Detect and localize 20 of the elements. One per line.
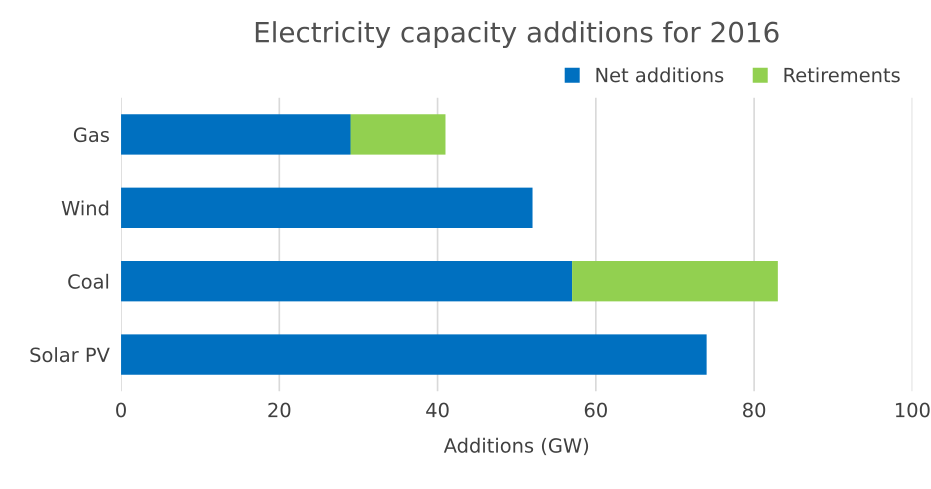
y-tick-label: Solar PV xyxy=(30,347,110,362)
bar xyxy=(572,261,778,302)
bar xyxy=(121,188,533,228)
bar xyxy=(121,114,351,155)
legend-label: Retirements xyxy=(784,67,900,82)
y-tick-label: Gas xyxy=(74,127,109,142)
x-tick-label: 80 xyxy=(743,402,766,418)
x-tick-label: 100 xyxy=(896,402,930,418)
chart-title: Electricity capacity additions for 2016 xyxy=(256,21,779,48)
y-tick-label: Coal xyxy=(68,274,108,289)
y-tick-label: Wind xyxy=(62,200,108,216)
bar xyxy=(121,261,572,302)
x-tick-label: 20 xyxy=(268,402,290,418)
x-tick-label: 0 xyxy=(116,402,126,418)
legend-label: Net additions xyxy=(596,67,724,82)
x-tick-label: 60 xyxy=(584,402,607,418)
x-tick-label: 40 xyxy=(426,402,449,418)
bar xyxy=(121,334,707,375)
bar xyxy=(350,114,446,155)
x-axis-title: Additions (GW) xyxy=(444,438,588,456)
